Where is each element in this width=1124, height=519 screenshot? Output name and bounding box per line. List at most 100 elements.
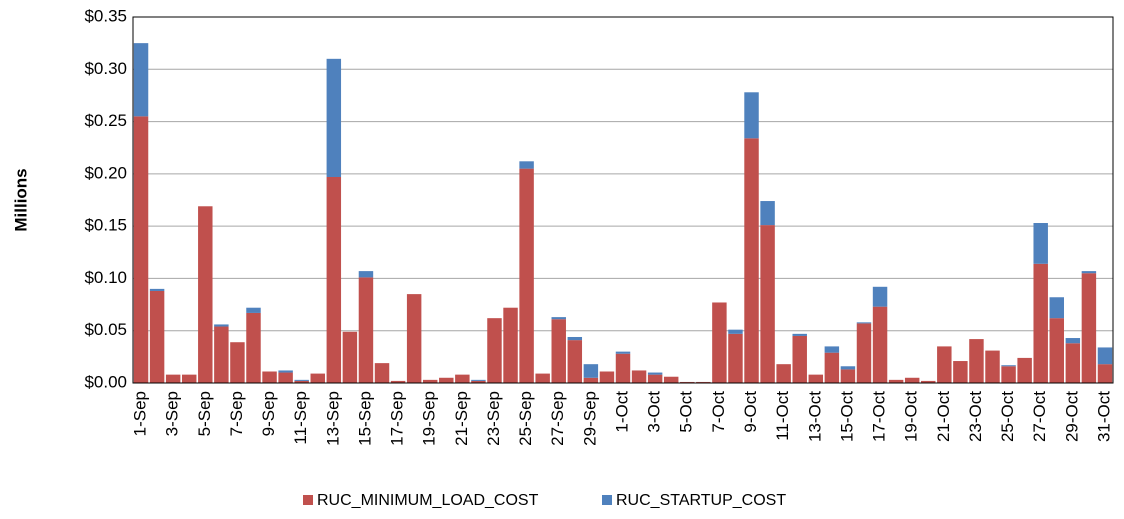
- bar-segment: [214, 324, 229, 327]
- bar-segment: [856, 322, 872, 324]
- bar-segment: [824, 352, 840, 383]
- bar-segment: [1065, 343, 1081, 383]
- bar-segment: [583, 364, 599, 378]
- y-tick-label: $0.30: [84, 59, 127, 78]
- bar-segment: [471, 379, 486, 381]
- x-tick-label: 23-Oct: [966, 391, 985, 442]
- bar-segment: [663, 376, 679, 383]
- y-tick-label: $0.35: [84, 6, 127, 25]
- bar-segment: [985, 350, 1000, 383]
- bar-segment: [888, 379, 904, 383]
- bar-segment: [326, 176, 342, 383]
- bar-segment: [712, 302, 727, 383]
- bar-segment: [1033, 223, 1048, 264]
- y-tick-label: $0.15: [84, 216, 127, 235]
- y-tick-label: $0.00: [84, 372, 127, 391]
- bar-segment: [776, 364, 791, 383]
- bar-segment: [230, 342, 245, 383]
- x-tick-label: 3-Oct: [645, 391, 664, 433]
- bar-segment: [294, 379, 309, 381]
- bar-segment: [792, 333, 807, 336]
- bar-segment: [246, 307, 261, 313]
- bar-segment: [969, 339, 984, 383]
- bar-segment: [744, 138, 759, 383]
- legend-label: RUC_STARTUP_COST: [616, 492, 786, 509]
- bar-segment: [615, 353, 631, 383]
- bar-segment: [647, 372, 663, 375]
- x-tick-label: 1-Sep: [131, 391, 150, 436]
- x-tick-label: 9-Oct: [741, 391, 760, 433]
- x-tick-label: 27-Oct: [1030, 391, 1049, 442]
- x-tick-label: 19-Oct: [902, 391, 921, 442]
- bar-segment: [551, 319, 566, 383]
- x-tick-label: 17-Sep: [388, 391, 407, 446]
- x-tick-label: 9-Sep: [259, 391, 278, 436]
- y-tick-label: $0.05: [84, 320, 127, 339]
- x-tick-label: 17-Oct: [870, 391, 889, 442]
- x-tick-label: 5-Oct: [677, 391, 696, 433]
- bar-segment: [1001, 365, 1016, 367]
- bar-segment: [1097, 364, 1113, 383]
- x-tick-label: 7-Oct: [709, 391, 728, 433]
- bar-segment: [342, 331, 358, 383]
- bar-segment: [503, 307, 518, 383]
- bar-segment: [278, 372, 293, 383]
- bar-segment: [551, 317, 566, 320]
- bar-segment: [165, 374, 181, 383]
- bar-segment: [1001, 366, 1016, 383]
- x-tick-label: 23-Sep: [484, 391, 503, 446]
- bar-segment: [358, 277, 374, 383]
- y-tick-label: $0.25: [84, 111, 127, 130]
- x-tick-label: 21-Sep: [452, 391, 471, 446]
- x-tick-label: 31-Oct: [1094, 391, 1113, 442]
- bar-segment: [872, 306, 888, 383]
- bar-segment: [406, 294, 422, 383]
- legend-swatch: [303, 495, 313, 505]
- x-tick-label: 29-Sep: [580, 391, 599, 446]
- bar-segment: [856, 323, 872, 383]
- bar-segment: [728, 329, 743, 334]
- bar-segment: [904, 377, 920, 383]
- y-tick-label: $0.10: [84, 268, 127, 287]
- bar-segment: [246, 312, 261, 383]
- y-tick-label: $0.20: [84, 163, 127, 182]
- x-tick-label: 15-Oct: [837, 391, 856, 442]
- bar-segment: [358, 271, 374, 278]
- bar-segment: [1097, 347, 1113, 365]
- plot-border: [132, 16, 1114, 384]
- bar-segment: [1065, 338, 1081, 344]
- x-tick-label: 11-Sep: [291, 391, 310, 445]
- bar-segment: [133, 43, 149, 117]
- bar-segment: [182, 374, 197, 383]
- bar-segment: [487, 318, 502, 383]
- x-tick-label: 11-Oct: [773, 391, 792, 441]
- bar-segment: [519, 168, 534, 383]
- bar-segment: [953, 361, 968, 383]
- bar-segment: [921, 380, 936, 383]
- bar-segment: [567, 340, 583, 383]
- y-axis-label: Millions: [11, 168, 30, 231]
- bar-segment: [455, 374, 470, 383]
- bar-segment: [872, 286, 888, 307]
- bar-segment: [631, 370, 647, 383]
- bar-segment: [149, 290, 165, 383]
- bar-segment: [840, 366, 856, 370]
- bar-segment: [278, 370, 293, 373]
- x-tick-label: 3-Sep: [163, 391, 182, 436]
- x-tick-label: 27-Sep: [548, 391, 567, 446]
- bar-segment: [680, 381, 695, 383]
- bar-segment: [374, 363, 390, 383]
- bar-segment: [583, 377, 599, 383]
- bar-segment: [937, 346, 952, 383]
- bar-segment: [1049, 318, 1064, 383]
- bar-segment: [824, 346, 840, 353]
- bar-segment: [728, 333, 743, 383]
- x-tick-label: 13-Sep: [323, 391, 342, 446]
- legend-label: RUC_MINIMUM_LOAD_COST: [317, 492, 539, 509]
- x-tick-label: 13-Oct: [805, 391, 824, 442]
- bar-segment: [647, 374, 663, 383]
- bar-segment: [294, 380, 309, 383]
- bar-segment: [149, 288, 165, 291]
- x-tick-label: 25-Oct: [998, 391, 1017, 442]
